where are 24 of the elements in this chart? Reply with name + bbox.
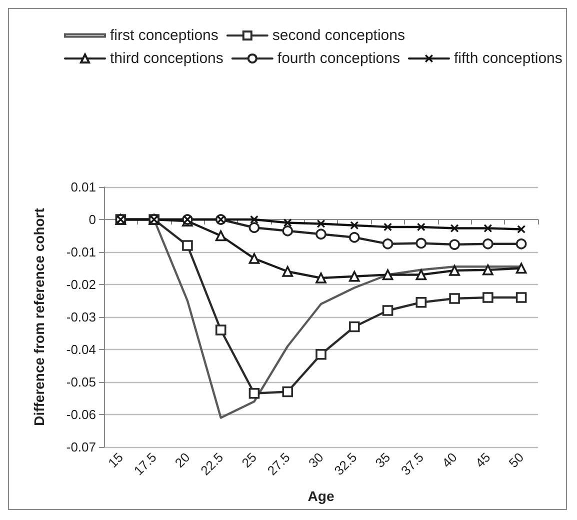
legend-label: fourth conceptions <box>277 50 400 67</box>
y-tick-label: -0.01 <box>66 244 96 260</box>
legend-label: second conceptions <box>272 27 405 44</box>
x-tick-label: 20 <box>172 450 193 471</box>
y-tick-label: -0.07 <box>66 440 96 454</box>
x-tick-label: 40 <box>439 450 460 471</box>
y-tick-label: -0.02 <box>66 277 96 292</box>
x-tick-label: 25 <box>238 450 260 471</box>
y-tick-label: -0.06 <box>66 407 96 422</box>
y-tick-label: -0.05 <box>66 374 96 390</box>
y-tick-label: -0.03 <box>66 310 96 324</box>
legend-label: fifth conceptions <box>454 50 562 67</box>
y-tick-label: 0.01 <box>70 180 96 194</box>
x-tick-label: 50 <box>506 450 527 471</box>
legend-label: third conceptions <box>110 50 224 67</box>
x-axis-title: Age <box>308 488 334 504</box>
legend-label: first conceptions <box>110 27 218 44</box>
x-tick-label: 35 <box>372 450 394 471</box>
x-tick-label: 45 <box>472 450 494 471</box>
y-axis-title: Difference from reference cohort <box>31 208 47 426</box>
y-tick-label: -0.04 <box>66 342 96 357</box>
x-tick-label: 15 <box>105 450 126 471</box>
y-tick-label: 0 <box>88 212 96 227</box>
x-tick-label: 30 <box>305 450 326 471</box>
